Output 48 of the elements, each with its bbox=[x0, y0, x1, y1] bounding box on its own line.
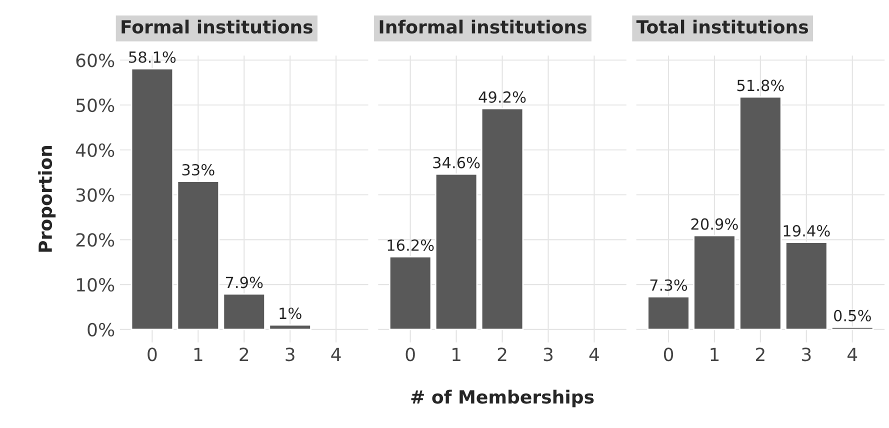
y-tick-label: 30% bbox=[76, 188, 114, 202]
x-tick-label: 2 bbox=[756, 348, 764, 361]
x-tick-label: 4 bbox=[848, 348, 858, 361]
x-tick-label: 1 bbox=[710, 348, 719, 361]
y-tick-label: 50% bbox=[76, 98, 114, 112]
y-tick-label: 40% bbox=[76, 143, 114, 157]
bar bbox=[268, 324, 312, 330]
bar bbox=[647, 296, 690, 330]
x-tick-label: 0 bbox=[148, 348, 157, 362]
data-label: 49.2% bbox=[478, 91, 526, 103]
bar bbox=[693, 234, 736, 330]
x-tick-label: 3 bbox=[802, 348, 811, 362]
data-label: 58.1% bbox=[129, 51, 176, 63]
data-label: 33% bbox=[182, 164, 214, 176]
x-axis-title: # of Memberships bbox=[411, 390, 594, 408]
data-label: 20.9% bbox=[691, 218, 738, 230]
data-label: 7.3% bbox=[650, 279, 688, 291]
bar bbox=[785, 242, 828, 330]
bar bbox=[830, 326, 874, 330]
y-axis-title: Proportion bbox=[38, 146, 56, 252]
x-tick-label: 3 bbox=[286, 348, 294, 362]
y-tick-label: 60% bbox=[76, 54, 114, 68]
data-label: 0.5% bbox=[834, 310, 871, 322]
y-tick-label: 0% bbox=[88, 322, 114, 336]
y-tick-label: 20% bbox=[76, 233, 114, 247]
x-tick-label: 1 bbox=[452, 348, 460, 361]
data-label: 19.4% bbox=[784, 225, 830, 237]
data-label: 34.6% bbox=[433, 156, 480, 168]
x-tick-label: 2 bbox=[498, 348, 506, 361]
x-tick-label: 3 bbox=[544, 348, 553, 362]
data-label: 7.9% bbox=[226, 276, 263, 288]
bar bbox=[130, 68, 174, 330]
data-label: 1% bbox=[280, 308, 302, 320]
bar bbox=[739, 96, 782, 330]
data-label: 51.8% bbox=[737, 80, 784, 92]
bar bbox=[176, 180, 220, 330]
x-tick-label: 4 bbox=[331, 348, 341, 361]
bar bbox=[222, 293, 266, 330]
data-label: 16.2% bbox=[388, 239, 434, 251]
x-tick-label: 2 bbox=[240, 348, 248, 361]
y-tick-label: 10% bbox=[77, 278, 114, 292]
chart-title: Formal institutions bbox=[122, 20, 312, 34]
x-tick-label: 0 bbox=[406, 348, 415, 362]
x-tick-label: 4 bbox=[589, 348, 599, 361]
x-tick-label: 1 bbox=[194, 348, 202, 361]
x-tick-label: 0 bbox=[664, 348, 674, 362]
chart-title: Informal institutions bbox=[380, 20, 586, 34]
chart-title: Total institutions bbox=[636, 20, 808, 34]
